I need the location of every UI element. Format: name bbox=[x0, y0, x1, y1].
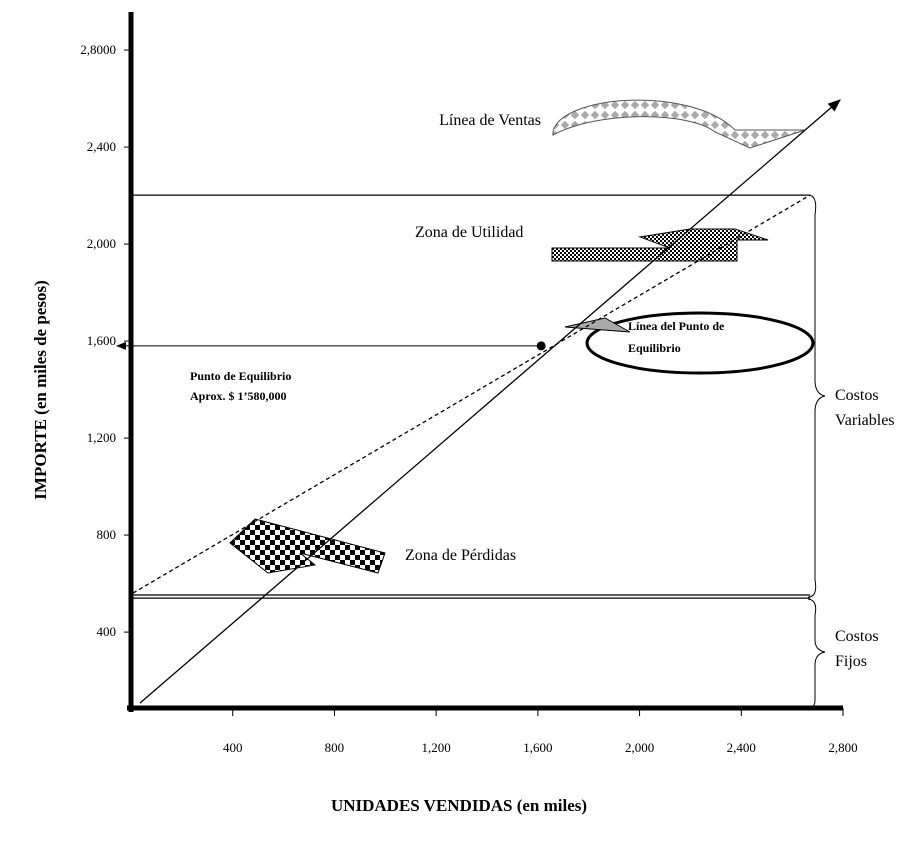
brace-fixed bbox=[808, 599, 825, 708]
chart: Línea de Ventas Zona de Utilidad Línea d… bbox=[0, 0, 918, 842]
break-even-line-label: Línea del Punto de bbox=[628, 319, 725, 333]
x-tick-label: 800 bbox=[325, 740, 345, 755]
y-tick-label: 2,8000 bbox=[80, 42, 116, 57]
break-even-point-label: Aprox. $ 1’580,000 bbox=[190, 389, 286, 403]
x-tick-label: 2,000 bbox=[625, 740, 654, 755]
x-axis-title: UNIDADES VENDIDAS (en miles) bbox=[331, 796, 587, 815]
page: {"chart_data": { "type": "line", "x_labe… bbox=[0, 0, 918, 842]
sales-arrow bbox=[553, 100, 805, 148]
y-tick-label: 1,200 bbox=[87, 430, 116, 445]
break-even-arrow bbox=[565, 318, 630, 332]
y-axis-title: IMPORTE (en miles de pesos) bbox=[31, 280, 50, 499]
fixed-costs-label: Fijos bbox=[835, 653, 867, 670]
variable-costs-label: Costos bbox=[835, 387, 879, 404]
fixed-costs-label: Costos bbox=[835, 628, 879, 645]
variable-costs-label: Variables bbox=[835, 412, 895, 429]
break-even-point bbox=[537, 341, 546, 350]
break-even-line-label: Equilibrio bbox=[628, 341, 681, 355]
y-tick-label: 800 bbox=[97, 527, 117, 542]
y-tick-label: 2,400 bbox=[87, 139, 116, 154]
x-tick-label: 400 bbox=[223, 740, 243, 755]
sales-line-label: Línea de Ventas bbox=[439, 112, 541, 129]
y-tick-label: 400 bbox=[97, 624, 117, 639]
x-tick-label: 1,200 bbox=[422, 740, 451, 755]
x-tick-label: 1,600 bbox=[523, 740, 552, 755]
x-tick-label: 2,400 bbox=[727, 740, 756, 755]
profit-zone-label: Zona de Utilidad bbox=[415, 224, 523, 241]
profit-arrow bbox=[552, 229, 768, 261]
y-tick-label: 1,600 bbox=[87, 333, 116, 348]
break-even-point-label: Punto de Equilibrio bbox=[190, 369, 291, 383]
x-tick-label: 2,800 bbox=[828, 740, 857, 755]
brace-variable bbox=[808, 195, 825, 597]
loss-zone-label: Zona de Pérdidas bbox=[405, 547, 516, 564]
y-tick-label: 2,000 bbox=[87, 236, 116, 251]
loss-arrow bbox=[230, 519, 385, 573]
